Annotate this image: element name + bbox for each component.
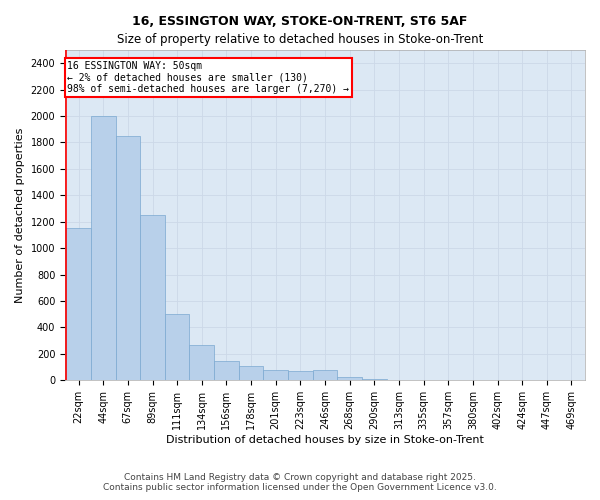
Text: 16 ESSINGTON WAY: 50sqm
← 2% of detached houses are smaller (130)
98% of semi-de: 16 ESSINGTON WAY: 50sqm ← 2% of detached… <box>67 60 349 94</box>
Text: Contains HM Land Registry data © Crown copyright and database right 2025.
Contai: Contains HM Land Registry data © Crown c… <box>103 473 497 492</box>
Bar <box>91 116 116 380</box>
Bar <box>214 360 239 380</box>
Bar <box>263 370 288 380</box>
Bar <box>165 314 190 380</box>
Bar <box>337 377 362 380</box>
Text: 16, ESSINGTON WAY, STOKE-ON-TRENT, ST6 5AF: 16, ESSINGTON WAY, STOKE-ON-TRENT, ST6 5… <box>133 15 467 28</box>
Bar <box>66 228 91 380</box>
Y-axis label: Number of detached properties: Number of detached properties <box>15 128 25 303</box>
Bar <box>116 136 140 380</box>
Bar <box>288 371 313 380</box>
Bar <box>140 215 165 380</box>
X-axis label: Distribution of detached houses by size in Stoke-on-Trent: Distribution of detached houses by size … <box>166 435 484 445</box>
Bar <box>239 366 263 380</box>
Text: Size of property relative to detached houses in Stoke-on-Trent: Size of property relative to detached ho… <box>117 32 483 46</box>
Bar <box>313 370 337 380</box>
Bar <box>190 344 214 380</box>
